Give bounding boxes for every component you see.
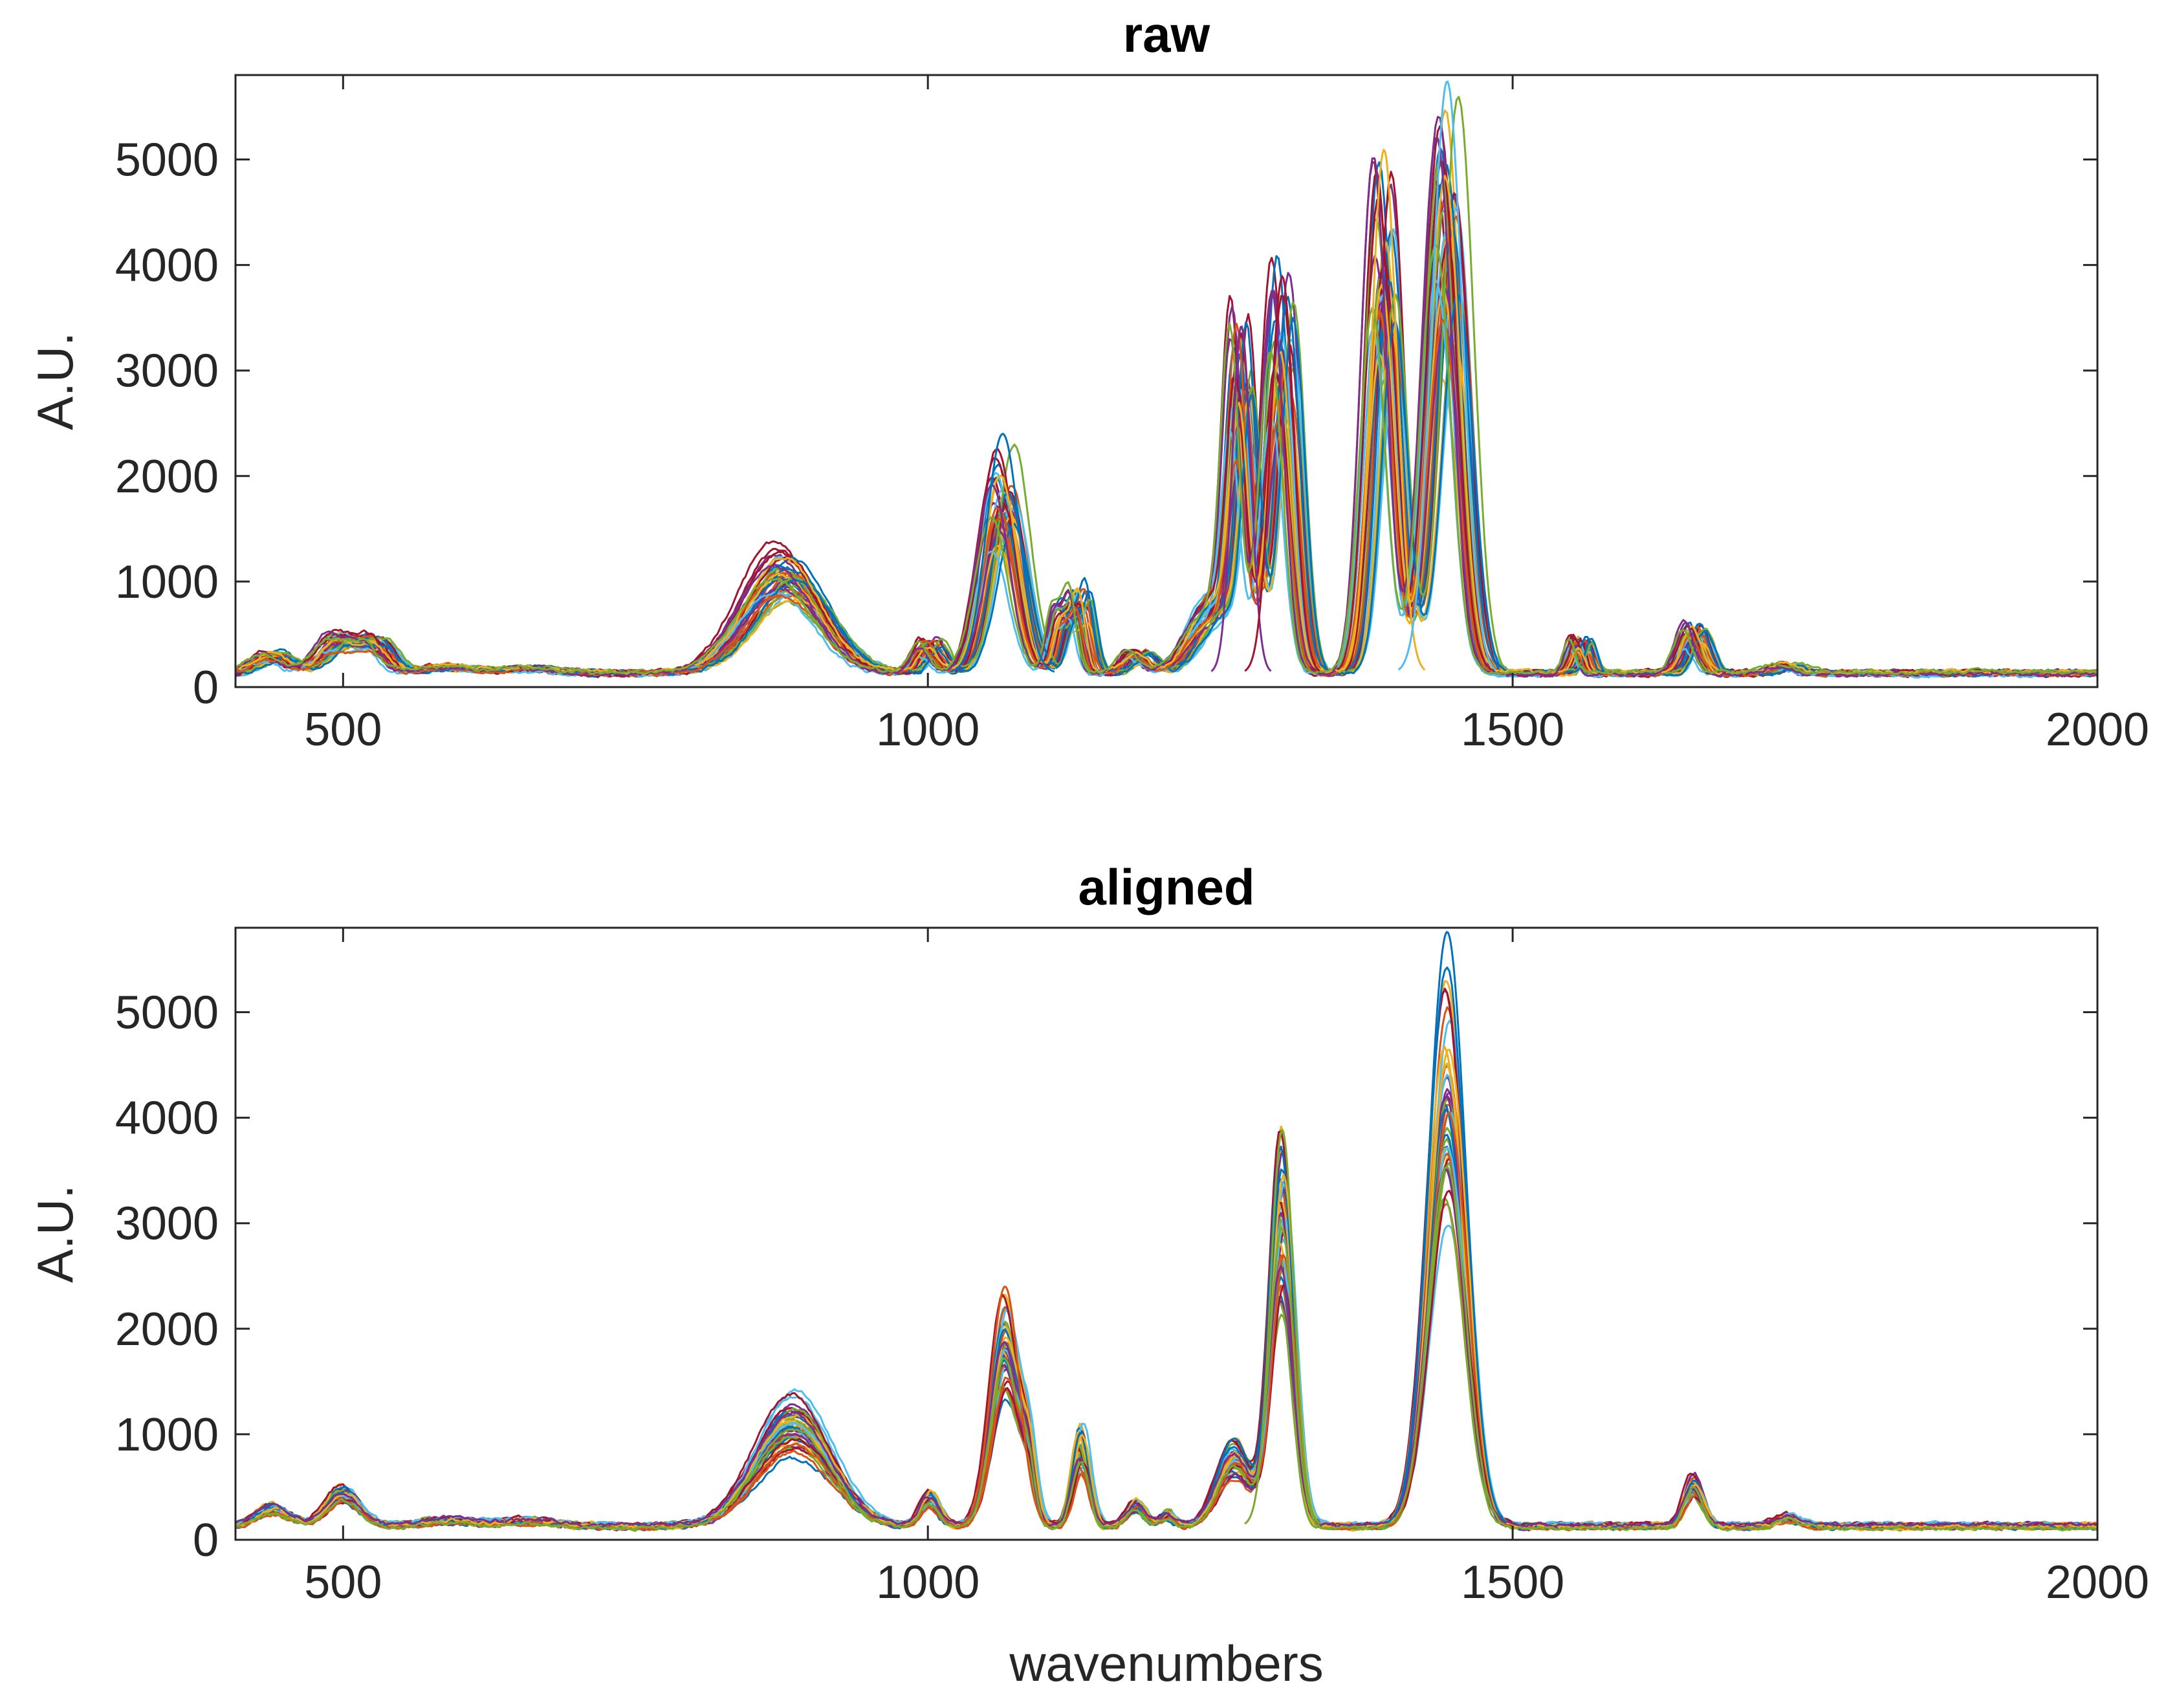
y-tick-label: 4000 <box>115 1093 219 1144</box>
peak-maximum-trace <box>1342 148 1426 672</box>
axes-box <box>234 926 2099 1541</box>
spectrum-trace <box>235 1165 2097 1531</box>
axes-box <box>234 74 2099 688</box>
peak-maximum-trace <box>1210 325 1272 672</box>
x-tick-label: 1500 <box>1461 704 1564 756</box>
y-tick-label: 5000 <box>115 134 219 186</box>
x-tick-label: 1500 <box>1461 1557 1564 1608</box>
y-tick-label: 3000 <box>115 1198 219 1250</box>
raw-spectra-panel: 500 1000 1500 2000 0 1000 2000 3000 4000 5000 raw… <box>27 6 2149 756</box>
aligned-spectra-traces <box>235 930 2097 1532</box>
x-tick-label: 500 <box>304 704 382 756</box>
y-tick-label: 2000 <box>115 451 219 503</box>
y-tick-label: 5000 <box>115 987 219 1038</box>
x-tick-label: 2000 <box>2046 1557 2149 1608</box>
y-axis-label: A.U. <box>27 332 83 430</box>
y-tick-label: 3000 <box>115 345 219 397</box>
y-tick-label: 0 <box>193 1515 219 1566</box>
chart-title: aligned <box>1078 859 1254 915</box>
peak-maximum-trace <box>1244 274 1320 672</box>
y-tick-label: 1000 <box>115 556 219 608</box>
peak-maximum-trace <box>959 1286 1050 1526</box>
spectrum-trace <box>235 1165 2097 1528</box>
x-tick-label: 1000 <box>876 704 979 756</box>
raw-spectra-traces <box>235 80 2097 679</box>
spectrum-trace <box>235 160 2097 677</box>
axis-ticks: 500 1000 1500 2000 0 1000 2000 3000 4000 5000 <box>115 75 2149 756</box>
peak-maximum-trace <box>1244 1128 1320 1525</box>
y-tick-label: 2000 <box>115 1304 219 1355</box>
x-tick-label: 2000 <box>2046 704 2149 756</box>
chart-title: raw <box>1123 6 1210 63</box>
y-tick-label: 0 <box>193 662 219 714</box>
y-axis-label: A.U. <box>27 1185 83 1283</box>
y-tick-label: 4000 <box>115 240 219 292</box>
peak-maximum-trace <box>1386 930 1507 1524</box>
spectrum-trace <box>235 243 2097 675</box>
plot-background <box>235 75 2097 687</box>
plot-background <box>235 928 2097 1540</box>
aligned-spectra-panel: 500 1000 1500 2000 0 1000 2000 3000 4000 5000 ali… <box>27 859 2149 1692</box>
x-tick-label: 1000 <box>876 1557 979 1608</box>
x-axis-label: wavenumbers <box>1009 1635 1324 1692</box>
y-tick-label: 1000 <box>115 1409 219 1461</box>
x-tick-label: 500 <box>304 1557 382 1608</box>
peak-maximum-trace <box>1397 80 1496 671</box>
peak-maximum-trace <box>950 432 1055 673</box>
axis-ticks: 500 1000 1500 2000 0 1000 2000 3000 4000 5000 <box>115 928 2149 1608</box>
